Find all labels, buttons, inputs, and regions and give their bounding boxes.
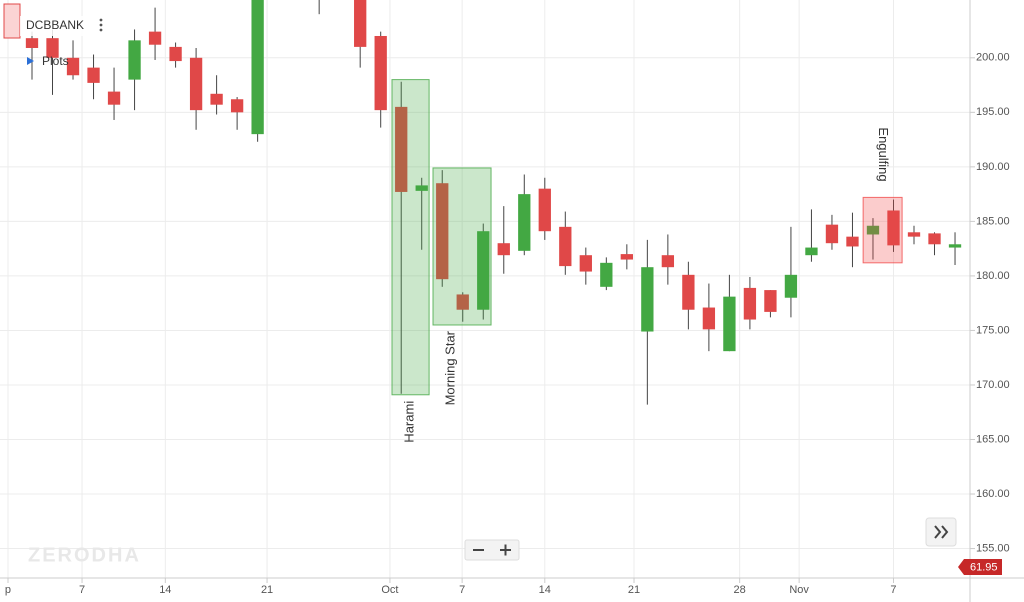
menu-dot[interactable] [99,18,103,22]
candle-body [579,255,592,272]
x-tick-label: 21 [261,584,273,596]
y-tick-label: 185.00 [976,215,1010,227]
candle-body [497,243,510,256]
price-tag-label: 61.95 [970,561,998,573]
candle-body [354,0,367,47]
candle-body [641,267,654,332]
candle-body [764,290,777,312]
x-tick-label: 7 [890,584,896,596]
candle-body [456,294,469,310]
x-tick-label: 14 [539,584,551,596]
double-arrow-icon [934,525,949,539]
y-tick-label: 200.00 [976,52,1010,64]
candle-body [682,274,695,310]
x-tick-label: 21 [628,584,640,596]
x-tick-label: Nov [789,584,809,596]
candle-body [189,57,203,111]
candle-body [928,233,941,245]
symbol-name[interactable]: DCBBANK [26,18,84,32]
candle-body [825,224,839,244]
candle-body [415,185,428,191]
candle-body [436,183,449,280]
candle-body [559,226,572,267]
candle-body [620,254,633,260]
candle-body [846,236,859,247]
candle-body [518,194,531,251]
candle-body [477,231,490,310]
y-tick-label: 195.00 [976,106,1010,118]
candle-body [538,188,551,232]
candle-body [128,40,141,80]
candle-body [251,0,264,135]
candle-body [723,296,736,352]
menu-dot[interactable] [99,23,103,27]
x-tick-label: p [5,584,11,596]
x-tick-label: 28 [734,584,746,596]
pattern-box [862,196,903,264]
candle-body [866,225,880,235]
price-tag [958,559,1002,575]
y-tick-label: 180.00 [976,270,1010,282]
candle-body [907,232,921,237]
candle-body [107,91,121,105]
candle-body [887,210,900,246]
x-tick-label: 14 [159,584,171,596]
candle-body [169,46,182,62]
candle-body [784,274,798,298]
candle-body [66,57,80,76]
y-tick-label: 175.00 [976,324,1010,336]
candle-body [148,31,162,45]
pattern-box [391,79,430,396]
x-tick-label: 7 [79,584,85,596]
candle-body [805,247,818,256]
y-tick-label: 170.00 [976,379,1010,391]
y-tick-label: 165.00 [976,433,1010,445]
plots-label[interactable]: Plots [42,54,69,68]
zoom-in[interactable] [500,544,511,556]
candle-body [661,255,675,268]
y-tick-label: 190.00 [976,161,1010,173]
y-tick-label: 160.00 [976,488,1010,500]
candle-body [702,307,716,330]
candle-body [395,106,408,192]
candle-body [230,99,244,113]
annotations: Harami Morning Star Engulfing [391,79,903,443]
candle-body [25,38,39,48]
watermark: ZERODHA [28,544,141,566]
pattern-label: Morning Star [442,330,457,405]
legend-box [20,16,100,36]
y-tick-label: 155.00 [976,542,1010,554]
candle-body [46,38,59,58]
x-tick-label: 7 [459,584,465,596]
x-tick-label: Oct [381,584,398,596]
candle-body [87,67,100,83]
candle-body [374,35,387,111]
plots-toggle[interactable] [27,57,34,65]
menu-dot[interactable] [99,28,103,32]
axes: 155.00 160.00 165.00 170.00 175.00 180.00 185.… [5,52,1010,596]
candle-body [210,93,223,105]
candle-body [743,287,757,320]
pattern-label: Harami [401,401,416,443]
legend-icon[interactable] [3,3,21,39]
candle-body [600,262,613,287]
pattern-box [432,167,492,326]
plot-area [25,0,962,405]
pattern-label: Engulfing [876,127,891,181]
candle-body [948,244,962,248]
